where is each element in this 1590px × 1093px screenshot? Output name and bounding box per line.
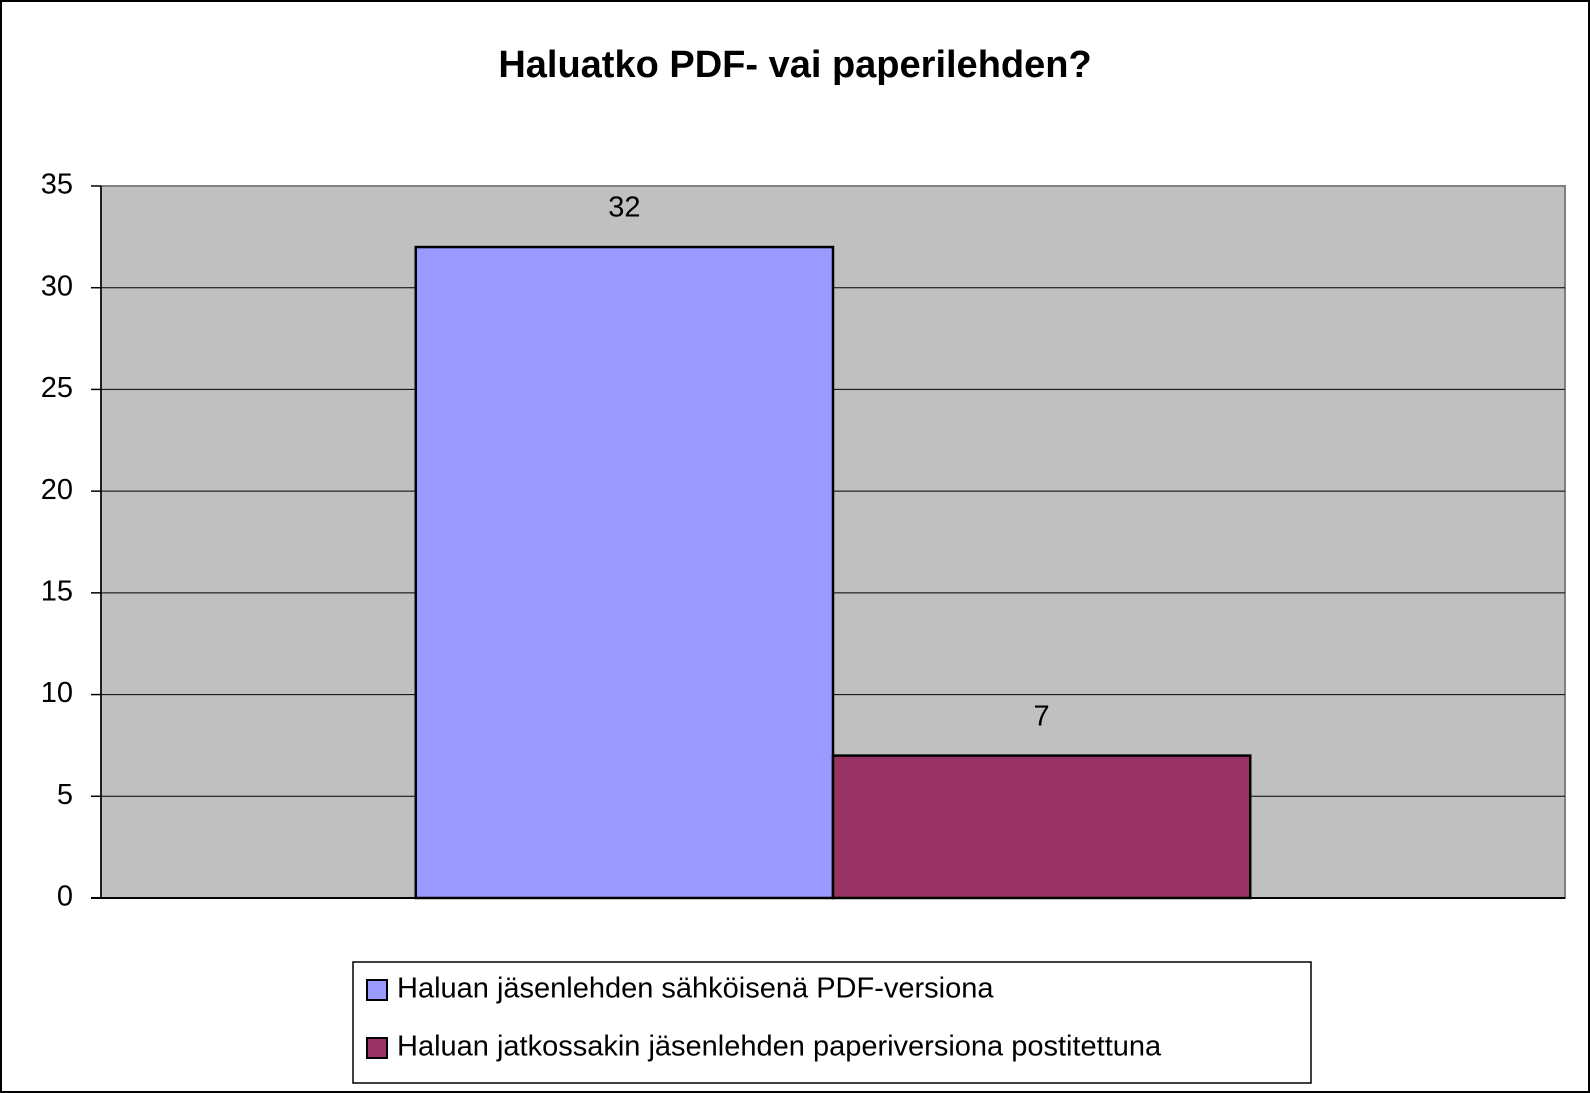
y-tick-label: 10 [41, 677, 73, 709]
bar [831, 754, 1252, 900]
y-tick-label: 30 [41, 270, 73, 302]
chart-title: Haluatko PDF- vai paperilehden? [498, 44, 1091, 86]
data-label: 32 [608, 192, 640, 224]
y-tick-label: 0 [57, 881, 73, 913]
y-tick-label: 15 [41, 576, 73, 608]
y-tick-label: 5 [57, 779, 73, 811]
y-tick-label: 25 [41, 372, 73, 404]
y-tick-label: 20 [41, 474, 73, 506]
legend-swatch [366, 979, 388, 1001]
legend-swatch [366, 1037, 388, 1059]
legend-label: Haluan jatkossakin jäsenlehden paperiver… [397, 1031, 1162, 1063]
legend-box [352, 961, 1312, 1084]
bar [414, 245, 835, 900]
legend-label: Haluan jäsenlehden sähköisenä PDF-versio… [397, 973, 994, 1005]
y-tick-label: 35 [41, 169, 73, 201]
data-label: 7 [1034, 700, 1050, 732]
